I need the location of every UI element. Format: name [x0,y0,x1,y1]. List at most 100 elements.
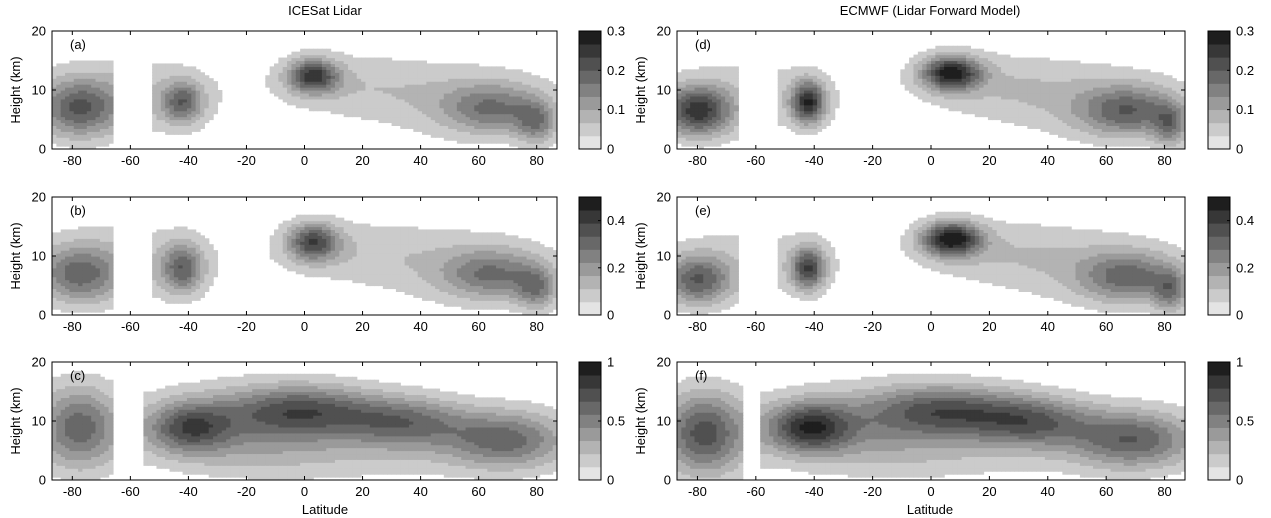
contour-field [52,362,557,480]
x-tick-label: 20 [982,319,996,334]
x-tick-label: 20 [355,153,369,168]
colorbar-level [1208,375,1230,389]
x-tick-label: -80 [63,319,82,334]
colorbar-level [1208,96,1230,111]
x-tick-label: 20 [982,484,996,499]
colorbar-tick-label: 0 [1236,142,1243,157]
colorbar-level [1208,44,1230,58]
x-tick-label: -80 [688,319,707,334]
x-tick-label: -20 [237,319,256,334]
x-tick-label: 60 [1099,484,1113,499]
colorbar-level [1208,362,1230,376]
x-tick-label: -40 [805,319,824,334]
x-tick-label: 40 [1041,319,1055,334]
colorbar-level [1208,288,1230,303]
colorbar-tick-label: 0 [1236,308,1243,323]
colorbar-level [1208,401,1230,415]
colorbar-tick-label: 0.4 [607,213,625,228]
panel-label: (c) [70,368,85,383]
colorbar-level [579,83,601,97]
colorbar-level [579,223,601,237]
y-axis-label: Height (km) [633,222,648,289]
colorbar-tick-label: 0.5 [607,414,625,429]
contour-field [52,197,557,315]
y-tick-label: 20 [657,24,671,39]
colorbar-level [1208,223,1230,237]
colorbar-level [1208,414,1230,428]
x-tick-label: -60 [121,153,140,168]
panel-label: (e) [695,203,711,218]
x-tick-label: 0 [927,484,934,499]
colorbar: 00.51 [1207,355,1254,488]
y-tick-label: 10 [657,83,671,98]
contour-field [677,362,1185,480]
y-tick-label: 10 [657,414,671,429]
colorbar-tick-label: 0.3 [607,24,625,39]
x-tick-label: 40 [1041,484,1055,499]
y-tick-label: 0 [664,308,671,323]
y-axis-label: Height (km) [8,222,23,289]
y-tick-label: 10 [32,83,46,98]
colorbar-level [1208,301,1230,316]
x-tick-label: 80 [1157,484,1171,499]
x-tick-label: 0 [301,319,308,334]
colorbar-tick-label: 0.1 [1236,102,1254,117]
x-tick-label: 20 [355,319,369,334]
colorbar-level [1208,135,1230,150]
y-tick-label: 20 [32,190,46,205]
colorbar-tick-label: 0 [1236,473,1243,488]
colorbar-level [1208,453,1230,468]
colorbar-level [1208,197,1230,211]
x-tick-label: 80 [529,153,543,168]
colorbar-level [579,427,601,442]
x-tick-label: -80 [688,153,707,168]
colorbar-level [579,197,601,211]
x-tick-label: -40 [179,153,198,168]
panel-e: -80 -60 -40 -20 0 20 40 60 80 0 10 20 Height (km) (e)… [633,190,1254,335]
x-tick-label: -40 [179,484,198,499]
colorbar-level [579,236,601,250]
panel-b: -80 -60 -40 -20 0 20 40 60 80 0 10 20 Height (km) (b)… [8,190,625,335]
colorbar-level [579,466,601,481]
colorbar-frame [1207,196,1231,316]
colorbar-frame [578,30,602,150]
colorbar-level [579,453,601,468]
y-tick-label: 20 [32,355,46,370]
colorbar-frame [578,196,602,316]
x-tick-label: 20 [982,153,996,168]
colorbar-level [1208,57,1230,71]
colorbar-level [1208,83,1230,97]
x-tick-label: -60 [746,153,765,168]
y-axis-label: Height (km) [8,56,23,123]
colorbar-level [1208,236,1230,250]
x-tick-label: 60 [471,153,485,168]
panel-label: (d) [695,37,711,52]
colorbar-level [1208,70,1230,84]
y-tick-label: 0 [664,473,671,488]
colorbar-level [1208,275,1230,290]
colorbar-level [579,401,601,415]
colorbar-level [1208,440,1230,455]
colorbar-level [579,122,601,137]
colorbar-level [579,414,601,428]
colorbar-level [1208,210,1230,224]
colorbar: 00.51 [578,355,625,488]
colorbar-tick-label: 0 [607,473,614,488]
x-tick-label: -20 [863,484,882,499]
x-tick-label: 0 [927,153,934,168]
x-tick-label: 60 [1099,319,1113,334]
colorbar-level [579,301,601,316]
colorbar: 0 0.1 0.2 0.3 [1207,24,1254,157]
x-tick-label: -20 [237,484,256,499]
panel-d: -80 -60 -40 -20 0 20 40 60 80 0 10 20 Height (km) (d)… [633,24,1254,169]
x-tick-label: -80 [63,153,82,168]
x-tick-label: 60 [471,319,485,334]
x-tick-label: 40 [413,153,427,168]
panel-label: (f) [695,368,707,383]
colorbar-level [1208,262,1230,277]
y-tick-label: 0 [39,308,46,323]
x-tick-label: 40 [413,319,427,334]
y-tick-label: 10 [657,249,671,264]
colorbar-level [1208,466,1230,481]
